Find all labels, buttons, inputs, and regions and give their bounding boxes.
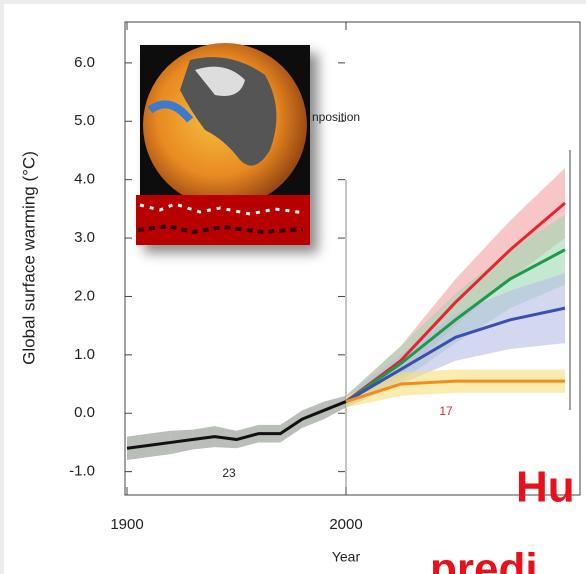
- overlay-text: Hu: [516, 463, 575, 512]
- series-line: [345, 306, 566, 403]
- overlay-text: predi: [430, 545, 538, 574]
- series-line: [345, 379, 565, 403]
- y-tick-label: 3.0: [74, 229, 95, 246]
- y-tick-label: 5.0: [74, 112, 95, 129]
- uncertainty-band: [510, 273, 565, 350]
- plot: [126, 167, 566, 495]
- y-tick-label: 1.0: [74, 346, 95, 363]
- x-tick-label: 2000: [329, 516, 362, 533]
- overlay-box: [372, 496, 586, 574]
- plot-frame: [124, 21, 581, 496]
- series-line: [126, 400, 347, 450]
- y-tick-label: 6.0: [74, 54, 95, 71]
- x-tick-label: 1900: [110, 516, 143, 533]
- annotation: nposition: [312, 110, 360, 124]
- y-tick-label: -1.0: [69, 463, 95, 480]
- series-line: [345, 201, 566, 403]
- y-tick-label: 0.0: [74, 404, 95, 421]
- x-axis-label: Year: [332, 549, 361, 565]
- y-tick-label: 4.0: [74, 171, 95, 188]
- y-axis-label: Global surface warming (°C): [19, 151, 38, 365]
- series-line: [345, 248, 566, 403]
- annotation: 17: [439, 404, 453, 418]
- inset-image: [136, 43, 310, 245]
- annotation: 23: [222, 466, 236, 480]
- y-tick-label: 2.0: [74, 287, 95, 304]
